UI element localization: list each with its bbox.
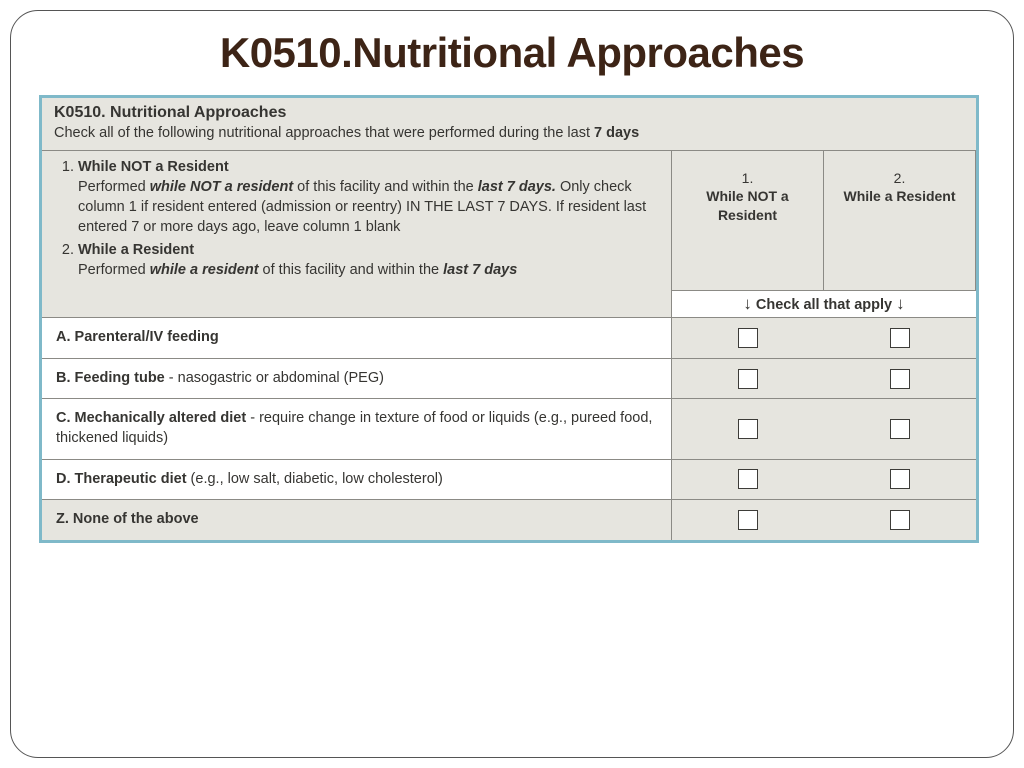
form-code-title-text: Nutritional Approaches — [110, 104, 286, 121]
definitions-cell: While NOT a Resident Performed while NOT… — [42, 151, 672, 291]
def-1-b: of this facility and within the — [293, 179, 478, 195]
checkbox[interactable] — [738, 328, 758, 348]
checkbox-col-1 — [672, 499, 824, 540]
form-code-title: K0510. Nutritional Approaches — [54, 104, 966, 122]
checkbox-col-2 — [824, 459, 976, 500]
checkbox[interactable] — [890, 328, 910, 348]
def-1-a: Performed — [78, 179, 150, 195]
definitions-and-columns-row: While NOT a Resident Performed while NOT… — [42, 150, 976, 318]
def-1: While NOT a Resident Performed while NOT… — [78, 157, 659, 238]
checkbox-col-2 — [824, 358, 976, 399]
item-description: C. Mechanically altered diet - require c… — [42, 398, 672, 458]
item-rest: - nasogastric or abdominal (PEG) — [165, 370, 384, 386]
item-bold: D. Therapeutic diet — [56, 471, 187, 487]
item-row: Z. None of the above — [42, 499, 976, 540]
item-rest: (e.g., low salt, diabetic, low cholester… — [187, 471, 443, 487]
placeholder-cell — [42, 290, 672, 317]
checkbox[interactable] — [890, 469, 910, 489]
checkbox[interactable] — [890, 419, 910, 439]
checkbox[interactable] — [738, 369, 758, 389]
instr-pre: Check all of the following nutritional a… — [54, 125, 594, 141]
def-2-bi2: last 7 days — [443, 262, 517, 278]
item-row: B. Feeding tube - nasogastric or abdomin… — [42, 358, 976, 399]
item-description: D. Therapeutic diet (e.g., low salt, dia… — [42, 459, 672, 500]
checkbox-col-2 — [824, 398, 976, 458]
checkbox-col-2 — [824, 499, 976, 540]
form-instruction: Check all of the following nutritional a… — [54, 124, 966, 144]
col1-label: While NOT a Resident — [678, 187, 817, 225]
item-row: C. Mechanically altered diet - require c… — [42, 398, 976, 458]
instr-bold: 7 days — [594, 125, 639, 141]
def-2-a: Performed — [78, 262, 150, 278]
item-bold: A. Parenteral/IV feeding — [56, 329, 219, 345]
item-description: A. Parenteral/IV feeding — [42, 317, 672, 358]
checkbox-col-1 — [672, 398, 824, 458]
checkbox-col-1 — [672, 358, 824, 399]
item-row: D. Therapeutic diet (e.g., low salt, dia… — [42, 459, 976, 500]
def-2-bi: while a resident — [150, 262, 259, 278]
col2-num: 2. — [830, 169, 969, 188]
check-all-apply-text: Check all that apply — [756, 297, 892, 313]
slide-title: K0510.Nutritional Approaches — [39, 29, 985, 77]
item-description: Z. None of the above — [42, 499, 672, 540]
def-1-bi: while NOT a resident — [150, 179, 293, 195]
form-header: K0510. Nutritional Approaches Check all … — [42, 98, 976, 150]
item-description: B. Feeding tube - nasogastric or abdomin… — [42, 358, 672, 399]
def-1-bi2: last 7 days. — [478, 179, 556, 195]
down-arrow-icon: ↓ — [743, 294, 752, 313]
column-1-header: 1. While NOT a Resident — [672, 151, 824, 291]
checkbox[interactable] — [738, 419, 758, 439]
form-code: K0510. — [54, 104, 106, 121]
def-2-b: of this facility and within the — [259, 262, 444, 278]
checkbox-col-1 — [672, 459, 824, 500]
item-row: A. Parenteral/IV feeding — [42, 317, 976, 358]
checkbox[interactable] — [890, 510, 910, 530]
checkbox[interactable] — [738, 510, 758, 530]
checkbox[interactable] — [890, 369, 910, 389]
form-box: K0510. Nutritional Approaches Check all … — [39, 95, 979, 543]
col1-num: 1. — [678, 169, 817, 188]
item-bold: C. Mechanically altered diet — [56, 410, 246, 426]
def-2: While a Resident Performed while a resid… — [78, 240, 659, 281]
def-2-head: While a Resident — [78, 242, 194, 258]
item-bold: B. Feeding tube — [56, 370, 165, 386]
down-arrow-icon: ↓ — [896, 294, 905, 313]
check-all-apply-row: ↓ Check all that apply ↓ — [672, 290, 976, 317]
checkbox-col-1 — [672, 317, 824, 358]
checkbox[interactable] — [738, 469, 758, 489]
slide-frame: K0510.Nutritional Approaches K0510. Nutr… — [10, 10, 1014, 758]
checkbox-col-2 — [824, 317, 976, 358]
def-1-head: While NOT a Resident — [78, 159, 229, 175]
column-2-header: 2. While a Resident — [824, 151, 976, 291]
items-container: A. Parenteral/IV feeding B. Feeding tube … — [42, 317, 976, 539]
col2-label: While a Resident — [830, 187, 969, 206]
item-bold: Z. None of the above — [56, 511, 199, 527]
